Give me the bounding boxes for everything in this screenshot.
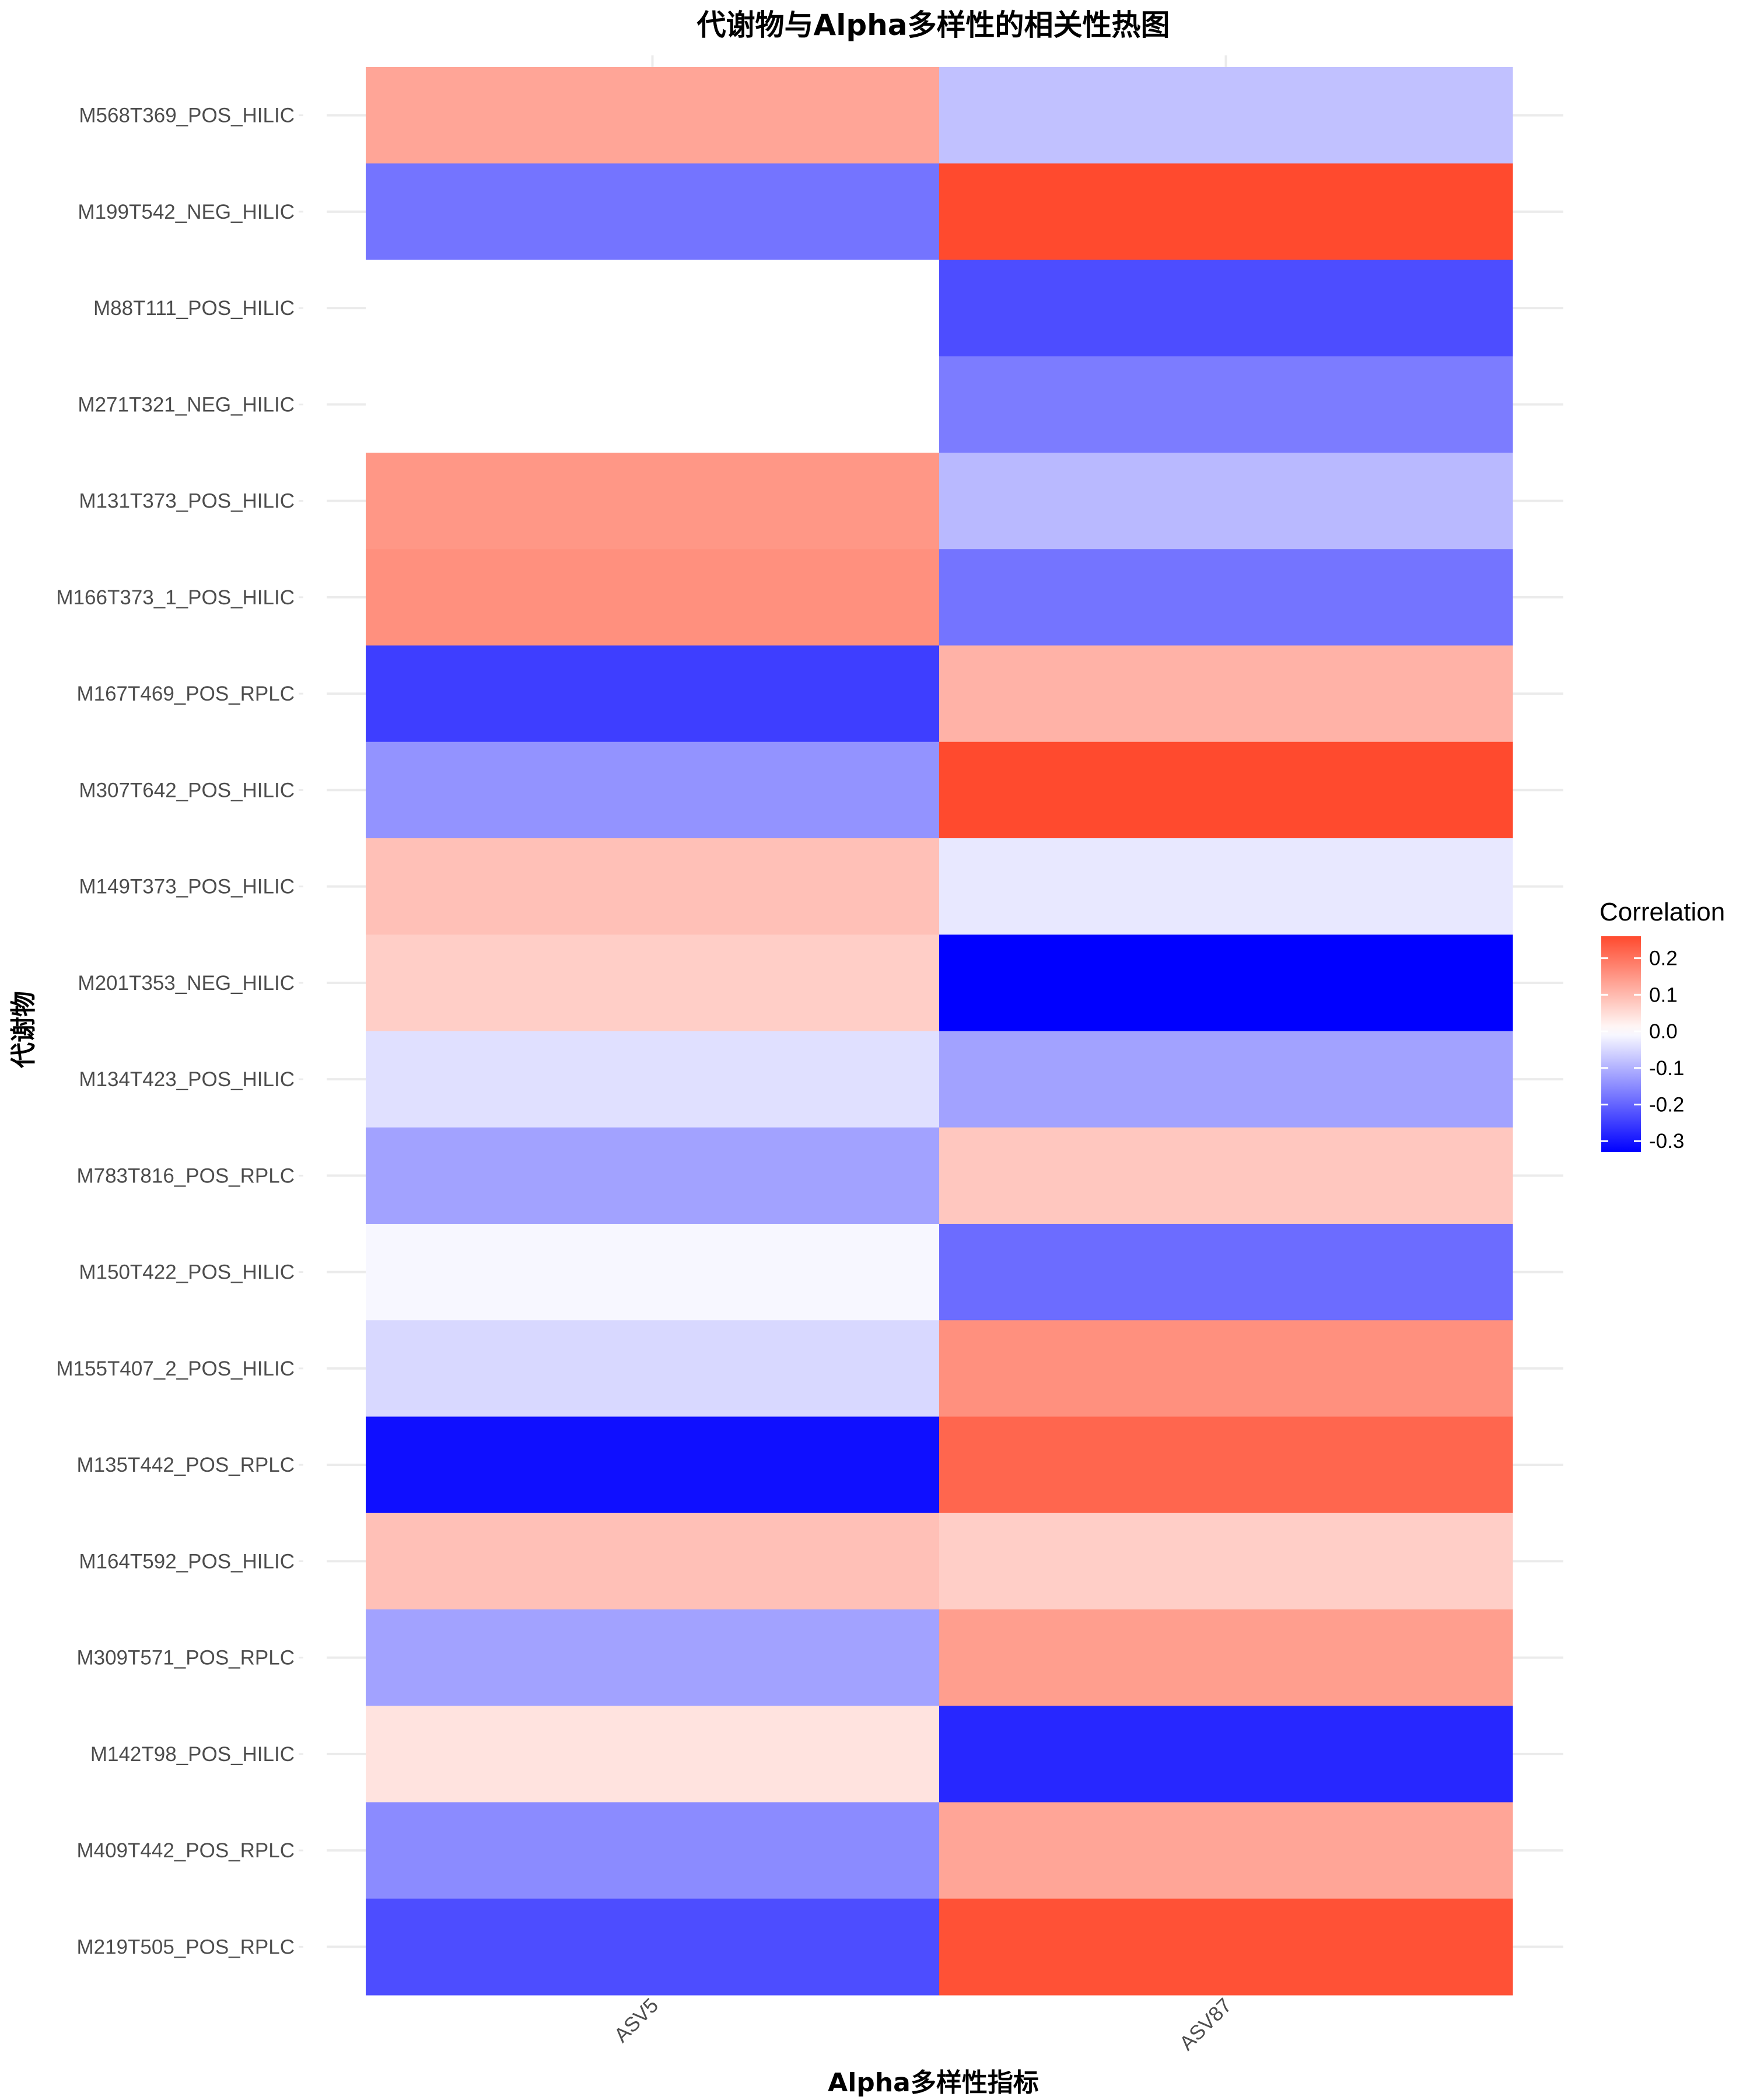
heatmap-tile (939, 1513, 1513, 1610)
chart-title: 代谢物与Alpha多样性的相关性热图 (696, 8, 1170, 42)
color-legend: Correlation 0.2 0.1 0.0 -0.1 -0.2 -0.3 (1600, 898, 1725, 1153)
heatmap-tile (366, 838, 940, 935)
heatmap-tile (366, 1416, 940, 1514)
heatmap-tile (366, 356, 940, 453)
y-tick-label: M142T98_POS_HILIC (90, 1743, 295, 1766)
y-tick-label: M309T571_POS_RPLC (76, 1647, 295, 1670)
heatmap-tile (939, 1706, 1513, 1803)
heatmap-tile (939, 838, 1513, 935)
heatmap-tile (939, 67, 1513, 164)
y-axis-title: 代谢物 (9, 991, 38, 1069)
y-tick-label: M167T469_POS_RPLC (76, 682, 295, 705)
y-tick-label: M199T542_NEG_HILIC (78, 201, 295, 223)
heatmap-tile (939, 1224, 1513, 1321)
legend-colorbar (1601, 936, 1641, 1152)
y-tick-label: M307T642_POS_HILIC (79, 779, 295, 802)
y-tick-label: M219T505_POS_RPLC (76, 1936, 295, 1958)
heatmap-tile (939, 163, 1513, 261)
heatmap-tile (939, 1898, 1513, 1996)
heatmap-tile (939, 741, 1513, 839)
y-tick-label: M131T373_POS_HILIC (79, 490, 295, 513)
legend-tick-label: 0.1 (1649, 984, 1678, 1006)
heatmap-tile (366, 260, 940, 357)
heatmap-tile (939, 1031, 1513, 1128)
heatmap-tile (366, 453, 940, 550)
legend-tick-label: -0.3 (1649, 1130, 1684, 1153)
heatmap-tile (939, 260, 1513, 357)
y-tick-label: M134T423_POS_HILIC (79, 1068, 295, 1091)
heatmap-tile (366, 549, 940, 646)
y-tick-label: M783T816_POS_RPLC (76, 1164, 295, 1187)
heatmap-tile (366, 741, 940, 839)
y-tick-label: M409T442_POS_RPLC (76, 1839, 295, 1862)
legend-tick-label: 0.0 (1649, 1020, 1678, 1043)
heatmap-tile (366, 1031, 940, 1128)
heatmap-tile (366, 1706, 940, 1803)
y-tick-label: M150T422_POS_HILIC (79, 1261, 295, 1284)
heatmap-tile (366, 1224, 940, 1321)
heatmap-tile (939, 453, 1513, 550)
y-tick-label: M149T373_POS_HILIC (79, 876, 295, 898)
heatmap-tile (366, 1898, 940, 1996)
legend-tick-label: -0.1 (1649, 1057, 1684, 1080)
heatmap-tile (366, 67, 940, 164)
heatmap-tile (366, 1513, 940, 1610)
heatmap-tile (939, 935, 1513, 1032)
y-tick-label: M88T111_POS_HILIC (93, 297, 295, 320)
y-tick-label: M271T321_NEG_HILIC (78, 393, 295, 416)
legend-title: Correlation (1600, 898, 1725, 926)
heatmap-tile (366, 163, 940, 261)
legend-tick-label: -0.2 (1649, 1093, 1684, 1116)
heatmap-tile (939, 1127, 1513, 1224)
y-tick-label: M135T442_POS_RPLC (76, 1454, 295, 1476)
heatmap-tile (939, 549, 1513, 646)
x-axis-title: Alpha多样性指标 (828, 2068, 1039, 2098)
y-tick-label: M164T592_POS_HILIC (79, 1550, 295, 1573)
heatmap-tile (366, 645, 940, 743)
heatmap-tile (939, 1802, 1513, 1899)
y-tick-label: M568T369_POS_HILIC (79, 104, 295, 127)
y-axis-tick-labels: M568T369_POS_HILIC M199T542_NEG_HILIC M88T… (56, 104, 303, 1958)
legend-tick-label: 0.2 (1649, 947, 1678, 970)
heatmap-tile (366, 1609, 940, 1706)
heatmap-tile (939, 1320, 1513, 1418)
heatmap-tile (939, 1416, 1513, 1514)
y-tick-label: M166T373_1_POS_HILIC (56, 586, 295, 609)
y-tick-label: M201T353_NEG_HILIC (78, 972, 295, 995)
heatmap-tile (366, 1802, 940, 1899)
heatmap-tile (939, 645, 1513, 743)
heatmap-tile (366, 1320, 940, 1418)
heatmap-tiles (366, 67, 1513, 1996)
heatmap-tile (939, 356, 1513, 453)
y-tick-label: M155T407_2_POS_HILIC (56, 1357, 295, 1380)
heatmap-tile (939, 1609, 1513, 1706)
heatmap-tile (366, 1127, 940, 1224)
heatmap-tile (366, 935, 940, 1032)
